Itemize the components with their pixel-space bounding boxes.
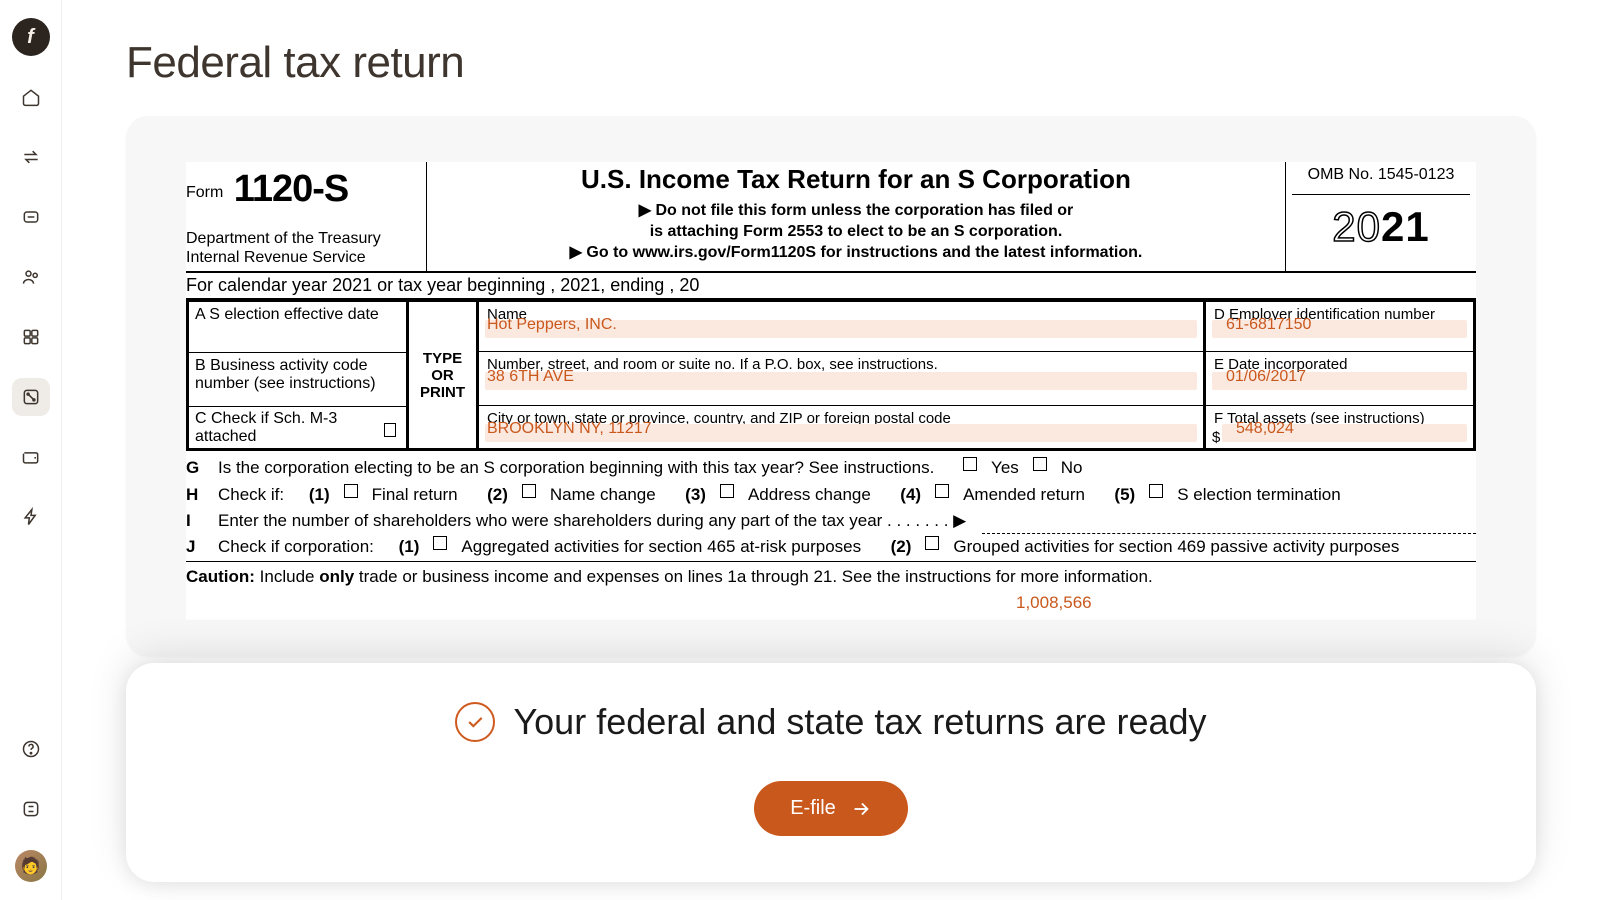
box-b-label2: number (see instructions) — [195, 375, 400, 393]
help-icon[interactable] — [12, 730, 50, 768]
bolt-icon[interactable] — [12, 498, 50, 536]
city-value: BROOKLYN NY, 11217 — [487, 420, 652, 438]
tax-form-preview: Form 1120-S Department of the Treasury I… — [126, 116, 1536, 656]
checkbox-g-no[interactable] — [1033, 457, 1047, 471]
form-title: U.S. Income Tax Return for an S Corporat… — [435, 164, 1277, 195]
box-b-label: B Business activity code — [195, 357, 400, 375]
arrow-right-icon — [850, 798, 872, 820]
avatar[interactable]: 🧑 — [15, 850, 47, 882]
home-icon[interactable] — [12, 78, 50, 116]
calendar-year-row: For calendar year 2021 or tax year begin… — [186, 273, 1476, 299]
form-subtitle3: ▶ Go to www.irs.gov/Form1120S for instru… — [435, 243, 1277, 264]
checkbox-h4[interactable] — [935, 484, 949, 498]
banner-title: Your federal and state tax returns are r… — [513, 701, 1206, 743]
check-circle-icon — [455, 702, 495, 742]
form-word: Form — [186, 184, 223, 201]
efile-button-label: E-file — [790, 797, 836, 820]
tax-year: 2021 — [1292, 203, 1470, 251]
main-content: Federal tax return Form 1120-S Departmen… — [62, 0, 1600, 900]
checkbox-g-yes[interactable] — [963, 457, 977, 471]
page-title: Federal tax return — [126, 38, 1536, 88]
transfers-icon[interactable] — [12, 138, 50, 176]
caution-line: Caution: Include only trade or business … — [186, 561, 1476, 590]
line-g: Is the corporation electing to be an S c… — [218, 455, 934, 481]
dept-line1: Department of the Treasury — [186, 229, 418, 248]
logo-icon[interactable]: f — [12, 18, 50, 56]
gross-receipts-value: 1,008,566 — [1016, 590, 1476, 616]
omb-number: OMB No. 1545-0123 — [1292, 166, 1470, 195]
form-number: 1120-S — [234, 168, 348, 211]
sidebar: f 🧑 — [0, 0, 62, 900]
wallet-icon[interactable] — [12, 438, 50, 476]
checkbox-h5[interactable] — [1149, 484, 1163, 498]
checkbox-h3[interactable] — [720, 484, 734, 498]
dept-line2: Internal Revenue Service — [186, 248, 418, 267]
checkbox-m3[interactable] — [384, 423, 396, 437]
form-subtitle1: ▶ Do not file this form unless the corpo… — [435, 201, 1277, 222]
checkbox-h2[interactable] — [522, 484, 536, 498]
line-h: Check if: — [218, 482, 284, 508]
form-subtitle2: is attaching Form 2553 to elect to be an… — [435, 222, 1277, 243]
checkbox-h1[interactable] — [344, 484, 358, 498]
line-i: Enter the number of shareholders who wer… — [218, 508, 966, 534]
assets-prefix: $ — [1212, 429, 1220, 446]
company-name-value: Hot Peppers, INC. — [487, 316, 617, 334]
date-inc-value: 01/06/2017 — [1226, 368, 1306, 386]
ready-banner: Your federal and state tax returns are r… — [126, 663, 1536, 882]
box-c-label: C Check if Sch. M-3 attached — [195, 410, 374, 446]
type-or-print-label: TYPEORPRINT — [409, 302, 479, 448]
people-icon[interactable] — [12, 258, 50, 296]
street-value: 38 6TH AVE — [487, 368, 574, 386]
checkbox-j1[interactable] — [433, 536, 447, 550]
assets-value: 548,024 — [1236, 420, 1294, 438]
card-icon[interactable] — [12, 198, 50, 236]
line-j: Check if corporation: — [218, 534, 374, 560]
ein-value: 61-6817150 — [1226, 316, 1311, 334]
box-a-label: A S election effective date — [189, 302, 409, 352]
checkbox-j2[interactable] — [925, 536, 939, 550]
efile-button[interactable]: E-file — [754, 781, 908, 836]
settings-icon[interactable] — [12, 790, 50, 828]
apps-icon[interactable] — [12, 318, 50, 356]
tax-icon[interactable] — [12, 378, 50, 416]
